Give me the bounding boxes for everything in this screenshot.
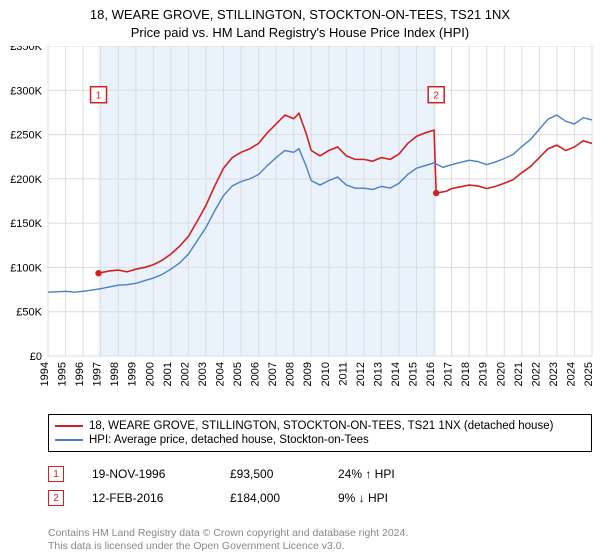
svg-text:2006: 2006 [250,362,262,386]
legend-label: 18, WEARE GROVE, STILLINGTON, STOCKTON-O… [89,420,553,432]
svg-text:£200K: £200K [10,174,42,186]
event-row: 2 12-FEB-2016 £184,000 9% ↓ HPI [48,486,592,510]
svg-text:2001: 2001 [162,362,174,386]
page: 18, WEARE GROVE, STILLINGTON, STOCKTON-O… [0,0,600,560]
svg-text:2021: 2021 [513,362,525,386]
svg-text:2025: 2025 [583,362,595,386]
svg-text:2012: 2012 [355,362,367,386]
event-hpi: 24% ↑ HPI [338,467,395,481]
legend-swatch [55,425,83,427]
legend-swatch [55,439,83,441]
event-date: 12-FEB-2016 [92,491,202,505]
svg-text:2008: 2008 [285,362,297,386]
legend-label: HPI: Average price, detached house, Stoc… [89,434,369,446]
svg-text:2007: 2007 [267,362,279,386]
svg-text:2016: 2016 [425,362,437,386]
event-badge: 2 [48,490,64,506]
svg-text:2003: 2003 [197,362,209,386]
svg-text:2005: 2005 [232,362,244,386]
chart-area: £0 £50K £100K £150K £200K £250K £300K £350K 1994… [0,46,600,406]
svg-text:1997: 1997 [92,362,104,386]
event-date: 19-NOV-1996 [92,467,202,481]
legend-item: 18, WEARE GROVE, STILLINGTON, STOCKTON-O… [55,419,585,433]
svg-text:1998: 1998 [109,362,121,386]
svg-text:£350K: £350K [10,46,42,53]
event-hpi: 9% ↓ HPI [338,491,388,505]
svg-text:1999: 1999 [127,362,139,386]
svg-text:2: 2 [433,91,439,102]
svg-text:£150K: £150K [10,218,42,230]
event-row: 1 19-NOV-1996 £93,500 24% ↑ HPI [48,462,592,486]
title-line-2: Price paid vs. HM Land Registry's House … [0,24,600,42]
title-line-1: 18, WEARE GROVE, STILLINGTON, STOCKTON-O… [0,6,600,24]
svg-text:£250K: £250K [10,130,42,142]
event-price: £184,000 [230,491,310,505]
event-price: £93,500 [230,467,310,481]
footer-line-1: Contains HM Land Registry data © Crown c… [48,527,408,541]
svg-text:£50K: £50K [16,307,42,319]
events-table: 1 19-NOV-1996 £93,500 24% ↑ HPI 2 12-FEB… [48,462,592,510]
svg-text:2014: 2014 [390,362,402,386]
svg-text:2013: 2013 [372,362,384,386]
svg-text:2011: 2011 [337,362,349,386]
svg-text:2020: 2020 [495,362,507,386]
svg-text:£0: £0 [30,351,42,363]
svg-text:1994: 1994 [39,362,51,386]
svg-text:2019: 2019 [478,362,490,386]
chart-title: 18, WEARE GROVE, STILLINGTON, STOCKTON-O… [0,0,600,41]
event-badge: 1 [48,466,64,482]
svg-text:2000: 2000 [144,362,156,386]
svg-text:£300K: £300K [10,85,42,97]
svg-text:2018: 2018 [460,362,472,386]
svg-text:2023: 2023 [548,362,560,386]
svg-text:1995: 1995 [57,362,69,386]
footer-attribution: Contains HM Land Registry data © Crown c… [48,527,408,554]
legend: 18, WEARE GROVE, STILLINGTON, STOCKTON-O… [48,414,592,452]
svg-text:£100K: £100K [10,262,42,274]
footer-line-2: This data is licensed under the Open Gov… [48,540,408,554]
svg-text:1: 1 [96,91,102,102]
svg-text:2017: 2017 [443,362,455,386]
svg-text:1996: 1996 [74,362,86,386]
legend-item: HPI: Average price, detached house, Stoc… [55,433,585,447]
svg-text:2015: 2015 [408,362,420,386]
svg-text:2004: 2004 [214,362,226,386]
svg-text:2024: 2024 [565,362,577,386]
svg-text:2010: 2010 [320,362,332,386]
svg-text:2009: 2009 [302,362,314,386]
svg-text:2002: 2002 [179,362,191,386]
svg-text:2022: 2022 [530,362,542,386]
line-chart: £0 £50K £100K £150K £200K £250K £300K £350K 1994… [0,46,600,406]
